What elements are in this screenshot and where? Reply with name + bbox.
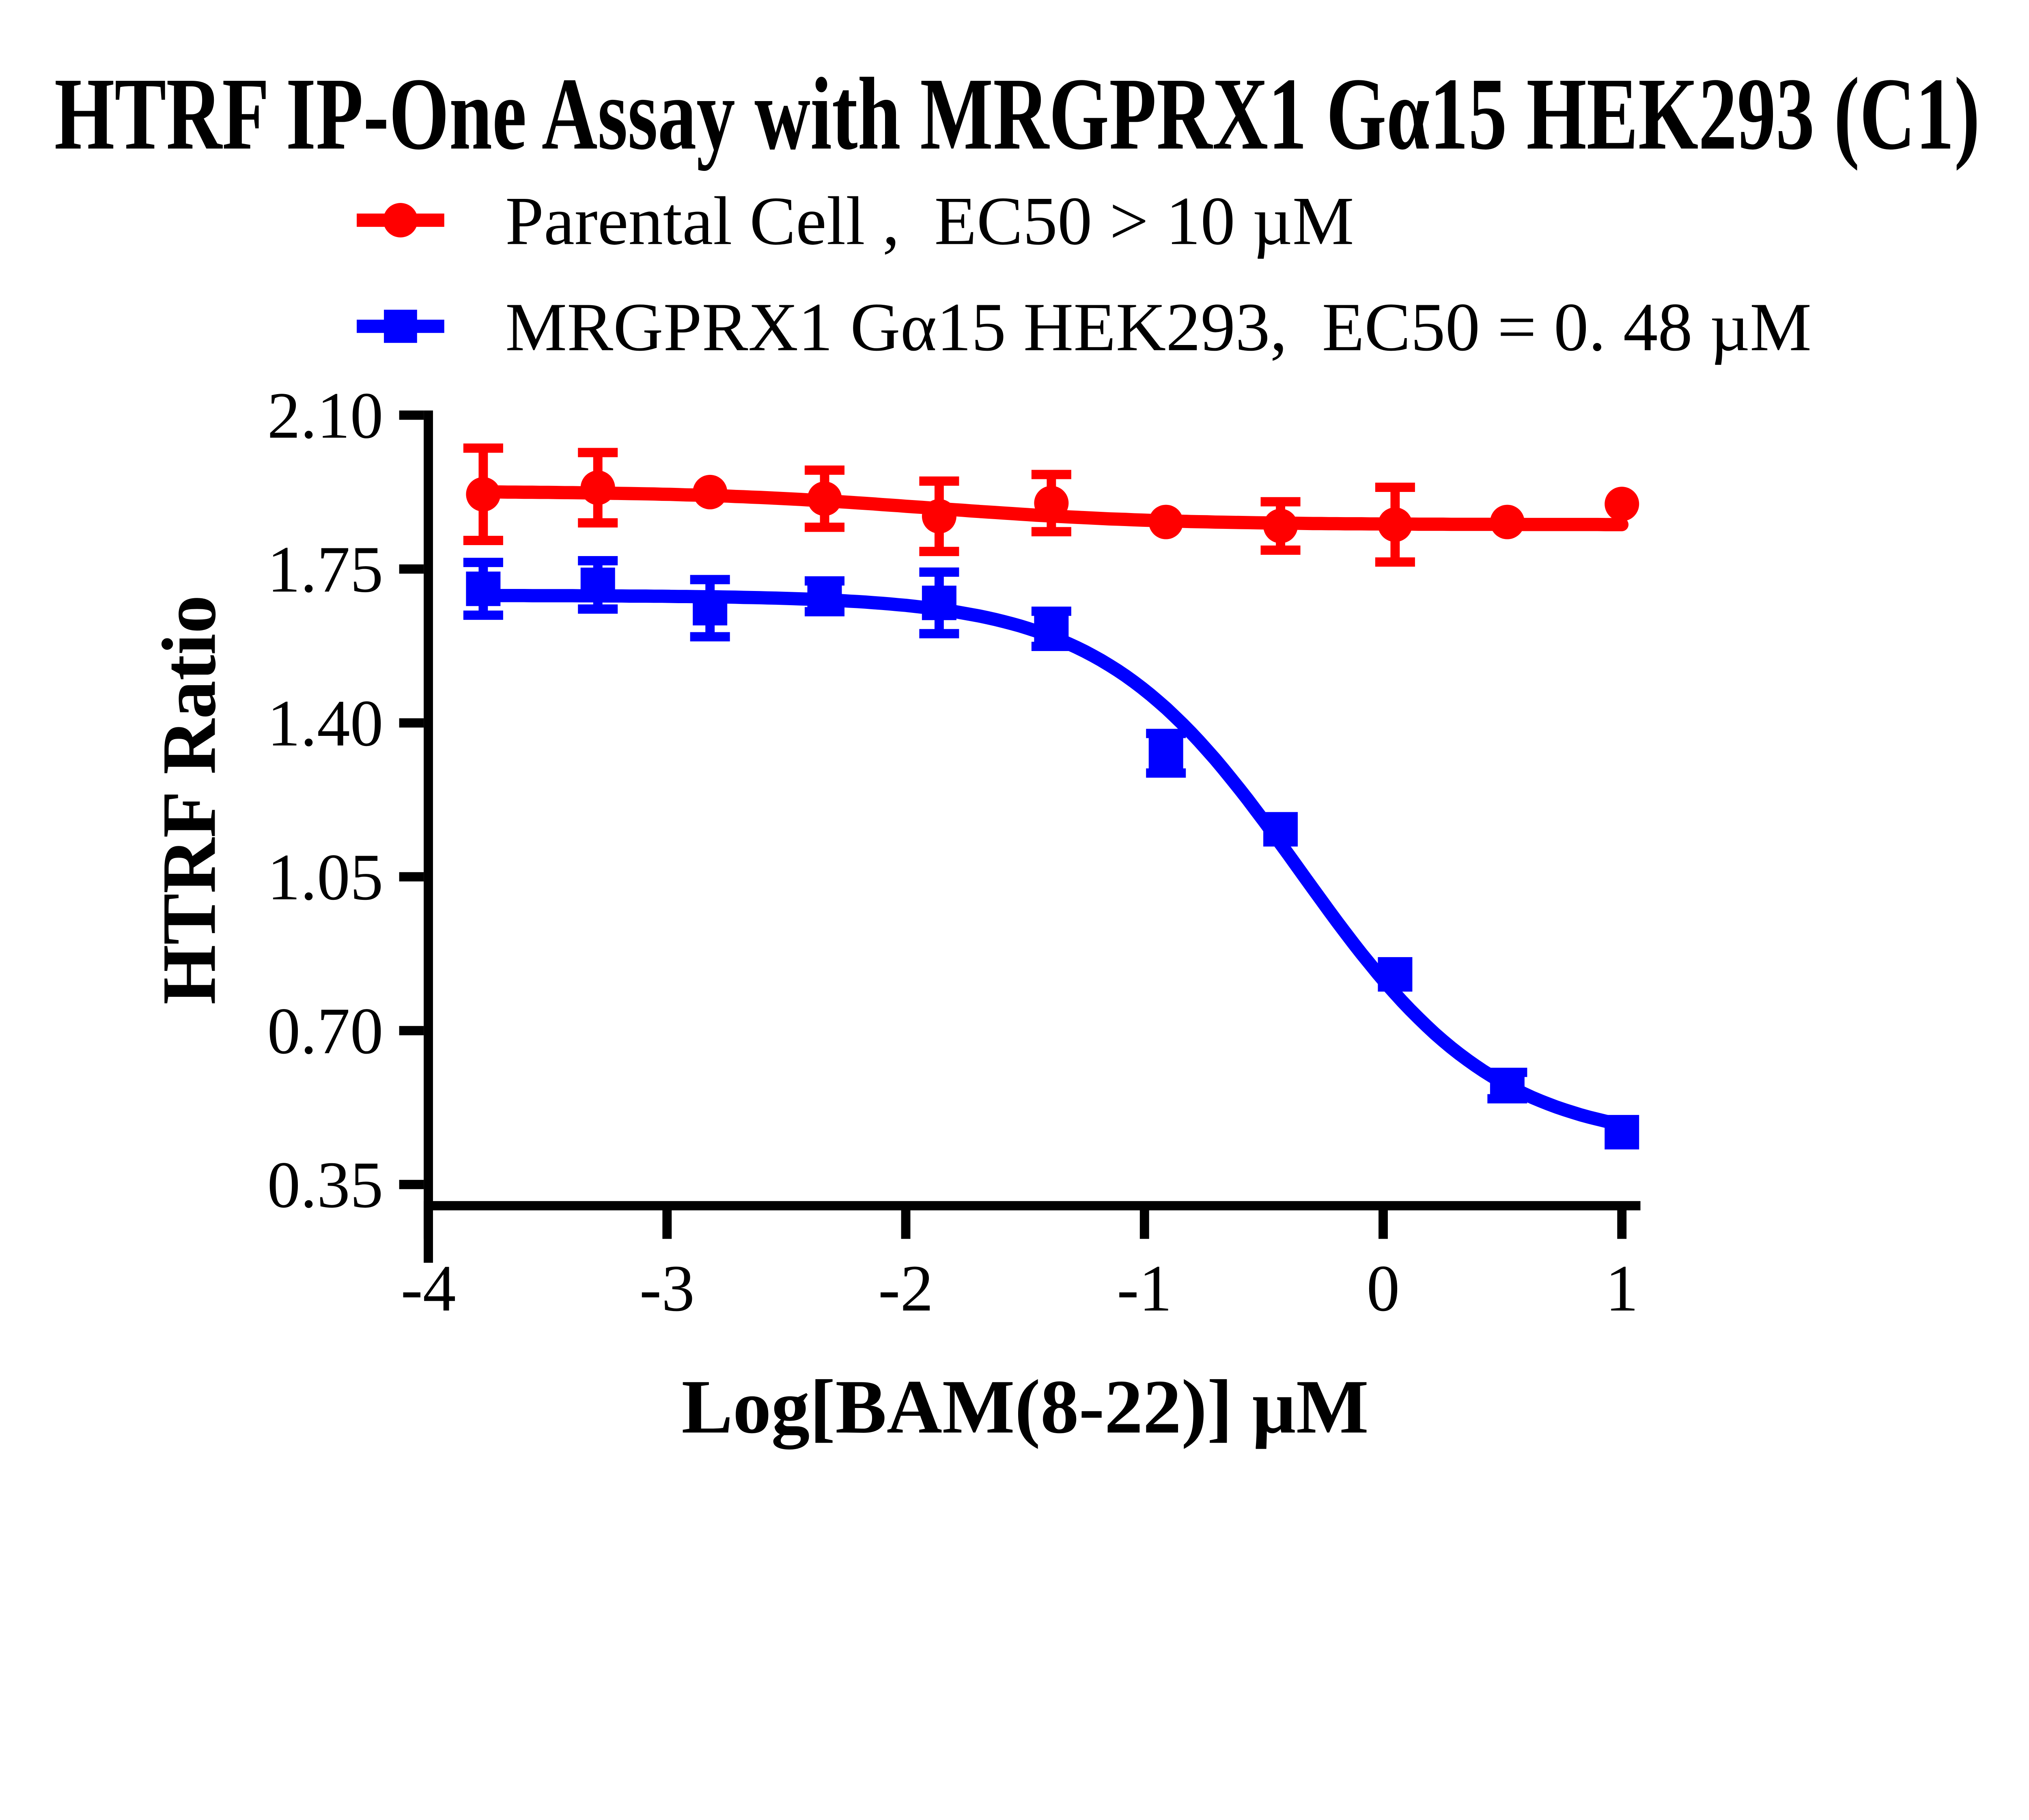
y-tick-label: 1.05 <box>267 841 383 914</box>
parental-data-point <box>922 499 956 534</box>
chart-title: HTRF IP-One Assay with MRGPRX1 Gα15 HEK2… <box>54 57 1980 171</box>
x-tick-label: -3 <box>640 1252 695 1325</box>
mrgprx1-series <box>463 556 1639 1149</box>
parental-series <box>463 443 1639 567</box>
mrgprx1-data-point <box>693 591 728 625</box>
y-tick-label: 1.75 <box>267 533 383 606</box>
legend-item-mrgprx1: MRGPRX1 Gα15 HEK293, EC50 = 0. 48 µM <box>357 289 1811 365</box>
mrgprx1-data-point <box>1148 736 1183 771</box>
parental-data-point <box>580 470 615 505</box>
y-axis-title: HTRF Ratio <box>146 595 231 1005</box>
x-axis-title: Log[BAM(8-22)] µM <box>681 1364 1368 1449</box>
legend-label-parental: Parental Cell , EC50 > 10 µM <box>505 183 1354 259</box>
legend-item-parental: Parental Cell , EC50 > 10 µM <box>357 183 1354 259</box>
mrgprx1-data-point <box>1378 957 1413 992</box>
parental-data-point <box>1263 509 1298 543</box>
legend-label-mrgprx1: MRGPRX1 Gα15 HEK293, EC50 = 0. 48 µM <box>505 289 1811 365</box>
mrgprx1-data-point <box>1605 1115 1639 1149</box>
axes: 2.10 1.75 1.40 1.05 0.70 0.35-4 -3 -2 -1 0 1 <box>267 379 1641 1325</box>
y-tick-label: 0.35 <box>267 1148 383 1222</box>
figure: HTRF IP-One Assay with MRGPRX1 Gα15 HEK2… <box>54 57 1980 1450</box>
y-tick-label: 2.10 <box>267 379 383 452</box>
x-tick-label: -2 <box>878 1252 933 1325</box>
y-tick-label: 0.70 <box>267 994 383 1068</box>
x-tick-label: 0 <box>1367 1252 1400 1325</box>
parental-data-point <box>466 477 501 512</box>
parental-data-point <box>1034 486 1069 520</box>
mrgprx1-data-point <box>807 579 842 614</box>
parental-data-point <box>1490 505 1525 539</box>
x-tick-label: -4 <box>401 1252 456 1325</box>
legend-circle-marker-icon <box>383 203 418 237</box>
parental-data-point <box>1605 487 1639 522</box>
legend: Parental Cell , EC50 > 10 µM MRGPRX1 Gα1… <box>357 183 1811 365</box>
mrgprx1-data-point <box>1263 812 1298 847</box>
dose-response-chart: HTRF IP-One Assay with MRGPRX1 Gα15 HEK2… <box>54 57 1980 1450</box>
legend-square-marker-icon <box>384 310 417 343</box>
mrgprx1-data-point <box>580 567 615 602</box>
x-tick-label: 1 <box>1605 1252 1639 1325</box>
parental-data-point <box>807 481 842 516</box>
x-tick-label: -1 <box>1117 1252 1172 1325</box>
parental-data-point <box>693 474 728 509</box>
mrgprx1-data-point <box>466 571 501 606</box>
mrgprx1-fit-curve <box>476 589 1629 1132</box>
y-tick-label: 1.40 <box>267 687 383 760</box>
parental-data-point <box>1378 507 1413 542</box>
parental-data-point <box>1148 505 1183 539</box>
plot-marks <box>463 443 1639 1149</box>
mrgprx1-data-point <box>1490 1068 1525 1103</box>
mrgprx1-data-point <box>1034 611 1069 646</box>
mrgprx1-data-point <box>922 585 956 620</box>
